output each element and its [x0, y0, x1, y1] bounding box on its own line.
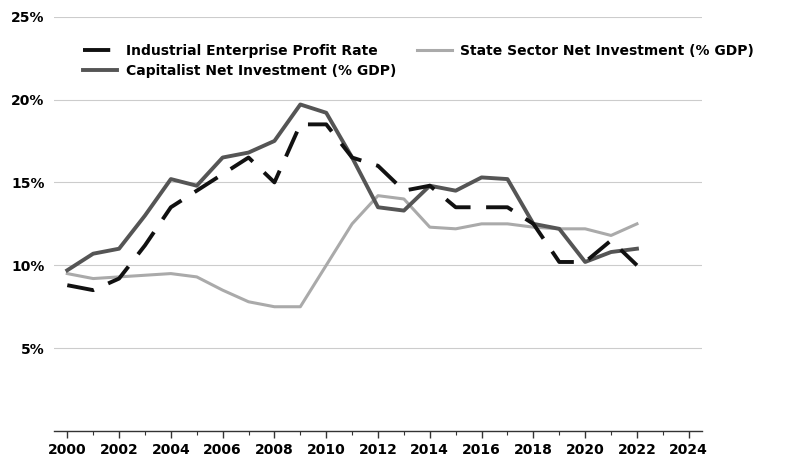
- Industrial Enterprise Profit Rate: [270, 180, 279, 185]
- Capitalist Net Investment (% GDP): [244, 150, 254, 155]
- Capitalist Net Investment (% GDP): [166, 176, 176, 182]
- Line: Capitalist Net Investment (% GDP): Capitalist Net Investment (% GDP): [67, 104, 637, 270]
- State Sector Net Investment (% GDP): [529, 224, 538, 230]
- Industrial Enterprise Profit Rate: [374, 163, 383, 168]
- State Sector Net Investment (% GDP): [580, 226, 590, 232]
- State Sector Net Investment (% GDP): [166, 271, 176, 277]
- State Sector Net Investment (% GDP): [451, 226, 461, 232]
- Capitalist Net Investment (% GDP): [88, 251, 98, 256]
- State Sector Net Investment (% GDP): [322, 263, 331, 268]
- Capitalist Net Investment (% GDP): [425, 183, 434, 189]
- State Sector Net Investment (% GDP): [192, 274, 202, 280]
- Capitalist Net Investment (% GDP): [62, 267, 72, 273]
- Capitalist Net Investment (% GDP): [374, 205, 383, 210]
- Capitalist Net Investment (% GDP): [140, 213, 150, 219]
- Capitalist Net Investment (% GDP): [632, 246, 642, 251]
- Capitalist Net Investment (% GDP): [399, 208, 409, 213]
- Capitalist Net Investment (% GDP): [529, 221, 538, 227]
- Capitalist Net Investment (% GDP): [606, 249, 616, 255]
- Capitalist Net Investment (% GDP): [502, 176, 512, 182]
- Capitalist Net Investment (% GDP): [218, 155, 227, 161]
- Capitalist Net Investment (% GDP): [192, 183, 202, 189]
- Line: Industrial Enterprise Profit Rate: Industrial Enterprise Profit Rate: [67, 124, 637, 290]
- State Sector Net Investment (% GDP): [244, 299, 254, 305]
- Industrial Enterprise Profit Rate: [477, 205, 486, 210]
- State Sector Net Investment (% GDP): [218, 287, 227, 293]
- Capitalist Net Investment (% GDP): [295, 102, 305, 107]
- State Sector Net Investment (% GDP): [140, 272, 150, 278]
- Capitalist Net Investment (% GDP): [347, 155, 357, 161]
- Industrial Enterprise Profit Rate: [347, 155, 357, 161]
- Line: State Sector Net Investment (% GDP): State Sector Net Investment (% GDP): [67, 196, 637, 307]
- Industrial Enterprise Profit Rate: [192, 188, 202, 193]
- Capitalist Net Investment (% GDP): [451, 188, 461, 193]
- Industrial Enterprise Profit Rate: [529, 221, 538, 227]
- Industrial Enterprise Profit Rate: [632, 263, 642, 268]
- State Sector Net Investment (% GDP): [502, 221, 512, 227]
- Industrial Enterprise Profit Rate: [399, 188, 409, 193]
- Capitalist Net Investment (% GDP): [477, 175, 486, 180]
- State Sector Net Investment (% GDP): [295, 304, 305, 309]
- Industrial Enterprise Profit Rate: [322, 122, 331, 127]
- Industrial Enterprise Profit Rate: [295, 122, 305, 127]
- Industrial Enterprise Profit Rate: [88, 287, 98, 293]
- Industrial Enterprise Profit Rate: [62, 282, 72, 288]
- Capitalist Net Investment (% GDP): [322, 110, 331, 116]
- Legend: Industrial Enterprise Profit Rate, Capitalist Net Investment (% GDP), State Sect: Industrial Enterprise Profit Rate, Capit…: [74, 36, 762, 86]
- Capitalist Net Investment (% GDP): [270, 138, 279, 144]
- State Sector Net Investment (% GDP): [270, 304, 279, 309]
- Industrial Enterprise Profit Rate: [554, 259, 564, 265]
- State Sector Net Investment (% GDP): [88, 276, 98, 281]
- State Sector Net Investment (% GDP): [632, 221, 642, 227]
- State Sector Net Investment (% GDP): [374, 193, 383, 198]
- State Sector Net Investment (% GDP): [606, 233, 616, 238]
- Industrial Enterprise Profit Rate: [502, 205, 512, 210]
- Industrial Enterprise Profit Rate: [166, 205, 176, 210]
- Capitalist Net Investment (% GDP): [580, 259, 590, 265]
- Capitalist Net Investment (% GDP): [554, 226, 564, 232]
- Industrial Enterprise Profit Rate: [218, 171, 227, 177]
- State Sector Net Investment (% GDP): [554, 226, 564, 232]
- State Sector Net Investment (% GDP): [114, 274, 124, 280]
- State Sector Net Investment (% GDP): [399, 196, 409, 202]
- Capitalist Net Investment (% GDP): [114, 246, 124, 251]
- Industrial Enterprise Profit Rate: [580, 259, 590, 265]
- State Sector Net Investment (% GDP): [425, 224, 434, 230]
- Industrial Enterprise Profit Rate: [140, 242, 150, 248]
- Industrial Enterprise Profit Rate: [244, 155, 254, 161]
- Industrial Enterprise Profit Rate: [114, 276, 124, 281]
- Industrial Enterprise Profit Rate: [425, 183, 434, 189]
- State Sector Net Investment (% GDP): [347, 221, 357, 227]
- Industrial Enterprise Profit Rate: [451, 205, 461, 210]
- State Sector Net Investment (% GDP): [477, 221, 486, 227]
- State Sector Net Investment (% GDP): [62, 271, 72, 277]
- Industrial Enterprise Profit Rate: [606, 238, 616, 243]
